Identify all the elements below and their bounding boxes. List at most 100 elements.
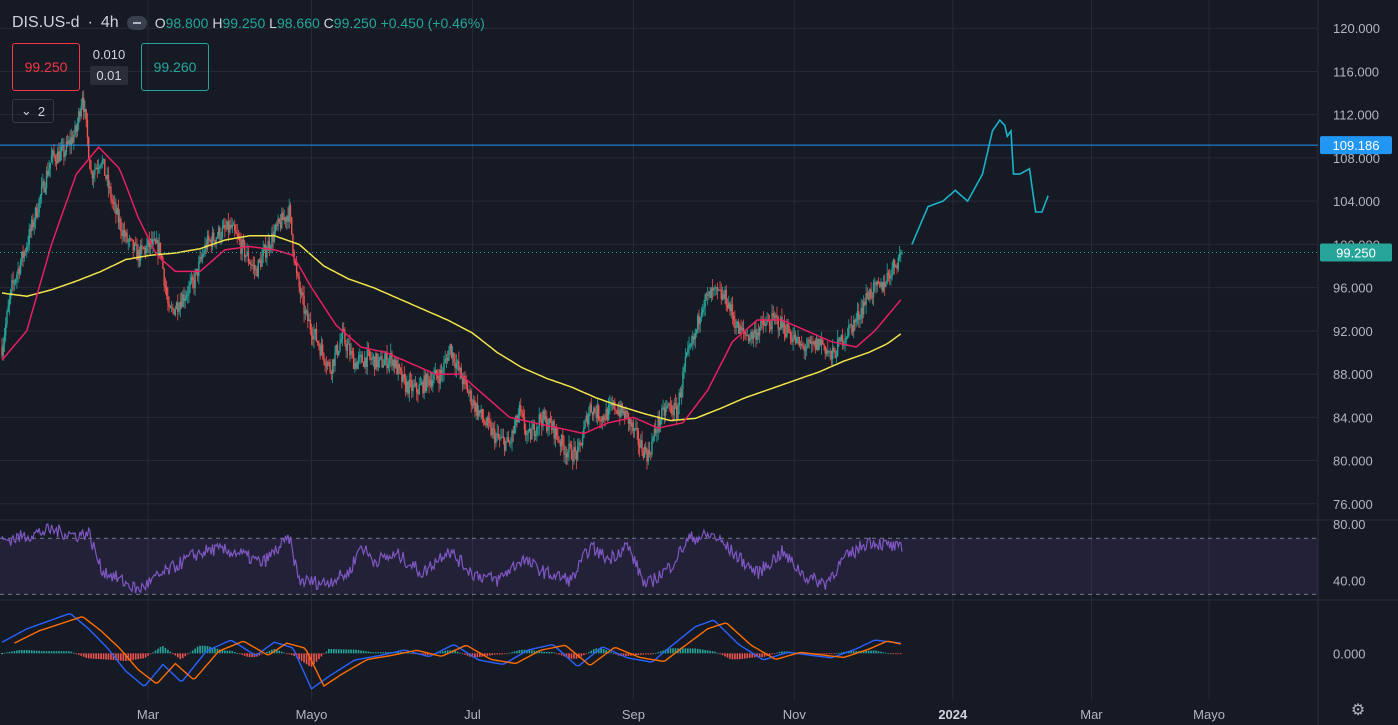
candle-body xyxy=(581,437,584,446)
macd-histogram-bar xyxy=(328,648,330,654)
candle-body xyxy=(76,122,79,132)
candle-body xyxy=(180,301,183,307)
candle-body xyxy=(413,384,415,386)
sell-button[interactable]: 99.250 xyxy=(12,43,80,91)
macd-histogram-bar xyxy=(850,651,853,654)
candle-body xyxy=(801,343,803,345)
high-value: 99.250 xyxy=(222,15,266,31)
candle-body xyxy=(430,380,433,387)
macd-histogram-bar xyxy=(231,651,234,654)
time-tick-label: Mayo xyxy=(296,707,328,722)
candle-body xyxy=(49,162,51,169)
candle-body xyxy=(573,447,575,462)
candle-body xyxy=(432,380,434,387)
candle-body xyxy=(144,247,147,254)
macd-histogram-bar xyxy=(746,653,749,659)
candle-body xyxy=(893,259,896,268)
candle-body xyxy=(728,302,730,309)
candle-body xyxy=(702,309,704,313)
macd-histogram-bar xyxy=(479,653,481,657)
candle-body xyxy=(224,225,226,229)
candle-body xyxy=(66,141,69,144)
macd-histogram-bar xyxy=(340,649,343,654)
open-value: 98.800 xyxy=(165,15,209,31)
last-price-tag xyxy=(1320,243,1392,262)
macd-histogram-bar xyxy=(704,649,706,654)
macd-tick-label: 0.000 xyxy=(1333,646,1366,661)
macd-histogram-bar xyxy=(783,651,786,654)
macd-histogram-bar xyxy=(117,653,120,661)
candle-body xyxy=(336,344,339,356)
visibility-toggle-icon[interactable] xyxy=(126,16,147,30)
candle-body xyxy=(520,405,522,411)
candle-body xyxy=(542,410,544,427)
collapse-indicators-button[interactable]: ⌄ 2 xyxy=(12,99,54,123)
candle-body xyxy=(324,361,326,366)
macd-histogram-bar xyxy=(152,652,154,654)
symbol-label[interactable]: DIS.US-d xyxy=(12,14,80,31)
candle-body xyxy=(879,283,881,287)
candle-body xyxy=(231,224,233,228)
candle-body xyxy=(50,155,53,163)
candle-body xyxy=(59,150,61,162)
candle-body xyxy=(269,247,272,249)
candle-body xyxy=(463,375,465,385)
macd-histogram-bar xyxy=(196,646,199,654)
candle-body xyxy=(870,289,872,297)
macd-histogram-bar xyxy=(216,648,219,654)
candle-body xyxy=(807,339,809,347)
candle-body xyxy=(637,430,640,446)
candle-body xyxy=(165,287,168,296)
macd-histogram-bar xyxy=(308,653,310,666)
candle-body xyxy=(538,414,540,427)
macd-histogram-bar xyxy=(647,653,650,655)
macd-histogram-bar xyxy=(313,653,315,665)
candle-body xyxy=(178,309,180,312)
macd-histogram-bar xyxy=(25,650,28,654)
macd-histogram-bar xyxy=(85,653,87,658)
macd-histogram-bar xyxy=(635,653,637,656)
candle-body xyxy=(891,267,893,277)
candle-body xyxy=(366,349,368,367)
macd-histogram-bar xyxy=(610,652,612,654)
candle-body xyxy=(375,353,377,370)
buy-button[interactable]: 99.260 xyxy=(141,43,209,91)
lot-size-input[interactable]: 0.01 xyxy=(90,66,128,85)
candle-body xyxy=(869,289,871,300)
macd-histogram-bar xyxy=(82,653,85,657)
candle-body xyxy=(469,390,471,394)
candle-body xyxy=(122,230,125,237)
macd-histogram-bar xyxy=(325,651,328,654)
macd-histogram-bar xyxy=(95,653,97,659)
macd-histogram-bar xyxy=(63,651,65,654)
candle-body xyxy=(792,336,794,342)
candle-body xyxy=(495,435,497,444)
interval-label[interactable]: · xyxy=(87,14,93,31)
candle-body xyxy=(736,321,739,328)
candle-body xyxy=(531,429,533,440)
macd-histogram-bar xyxy=(840,652,843,654)
macd-histogram-bar xyxy=(501,653,503,655)
candle-body xyxy=(346,344,349,351)
gear-icon[interactable]: ⚙ xyxy=(1350,702,1366,719)
last-price-label: 99.250 xyxy=(1336,245,1376,260)
candle-body xyxy=(763,324,766,327)
candle-body xyxy=(257,260,259,277)
candle-body xyxy=(11,280,13,290)
candle-body xyxy=(631,422,633,427)
candle-body xyxy=(490,423,492,436)
macd-histogram-bar xyxy=(768,653,771,656)
candle-body xyxy=(818,338,820,350)
time-tick-label: 2024 xyxy=(938,707,968,722)
candle-body xyxy=(548,418,550,429)
macd-histogram-bar xyxy=(147,653,149,656)
interval-value[interactable]: 4h xyxy=(100,14,119,31)
macd-histogram-bar xyxy=(176,653,179,658)
macd-histogram-bar xyxy=(862,650,865,654)
candle-body xyxy=(705,294,708,296)
candle-body xyxy=(271,233,273,248)
candle-body xyxy=(601,416,604,422)
macd-histogram-bar xyxy=(211,647,214,654)
candle-body xyxy=(397,364,399,375)
